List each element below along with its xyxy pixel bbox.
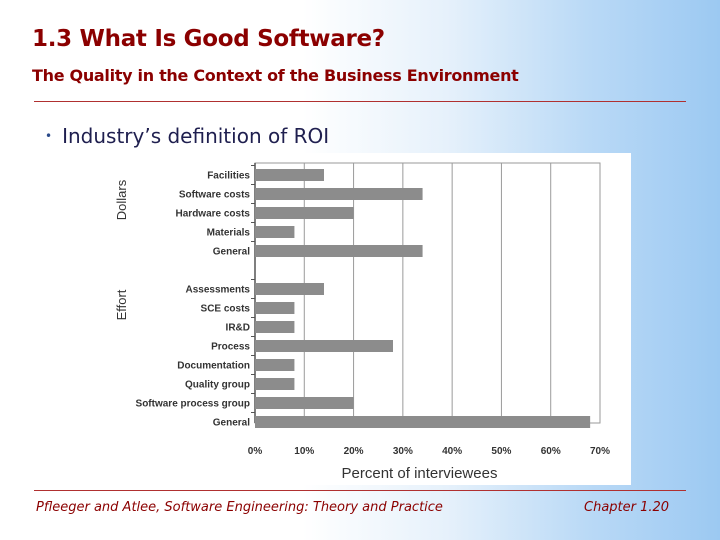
- footer-citation: Pfleeger and Atlee, Software Engineering…: [36, 500, 443, 515]
- roi-chart: 0% 10% 20% 30% 40% 50% 60% 70% Percent of interv…: [90, 153, 631, 485]
- bar: [255, 188, 423, 200]
- bar: [255, 169, 324, 181]
- bullet-item: • Industry’s definition of ROI: [45, 124, 329, 148]
- category-label: Documentation: [177, 361, 250, 372]
- group-label-dollars: Dollars: [114, 179, 129, 220]
- x-axis-label: Percent of interviewees: [342, 465, 498, 482]
- bar: [255, 397, 354, 409]
- bar: [255, 207, 354, 219]
- bar: [255, 359, 295, 371]
- x-tick-label: 10%: [294, 446, 314, 457]
- category-label: Process: [211, 342, 250, 353]
- category-label: General: [213, 247, 250, 258]
- slide-title: 1.3 What Is Good Software?: [32, 26, 385, 52]
- x-tick-label: 40%: [442, 446, 462, 457]
- category-label: IR&D: [226, 323, 250, 334]
- group-label-effort: Effort: [114, 289, 129, 320]
- category-label: Software costs: [179, 190, 251, 201]
- title-divider: [34, 101, 686, 102]
- category-label: Software process group: [136, 399, 250, 410]
- bullet-text: Industry’s definition of ROI: [62, 124, 330, 148]
- category-label: Materials: [207, 228, 251, 239]
- bar: [255, 283, 324, 295]
- bar: [255, 340, 393, 352]
- roi-bar-chart: 0% 10% 20% 30% 40% 50% 60% 70% Percent of interv…: [114, 162, 610, 482]
- bar: [255, 321, 295, 333]
- bar: [255, 416, 591, 428]
- x-tick-label: 20%: [344, 446, 364, 457]
- category-label: Quality group: [185, 380, 250, 391]
- category-label: Assessments: [186, 285, 251, 296]
- category-label: Hardware costs: [176, 209, 251, 220]
- category-label: General: [213, 418, 250, 429]
- bullet-icon: •: [45, 129, 53, 143]
- bar: [255, 245, 423, 257]
- footer-chapter: Chapter 1.20: [584, 500, 670, 515]
- x-tick-label: 30%: [393, 446, 413, 457]
- bar: [255, 226, 295, 238]
- category-label: Facilities: [207, 171, 250, 182]
- category-label: SCE costs: [201, 304, 251, 315]
- footer-divider: [34, 490, 686, 491]
- slide-subtitle: The Quality in the Context of the Busine…: [32, 66, 519, 85]
- x-tick-label: 50%: [491, 446, 511, 457]
- x-tick-label: 60%: [541, 446, 561, 457]
- x-tick-label: 0%: [248, 446, 263, 457]
- bar: [255, 378, 295, 390]
- bar: [255, 302, 295, 314]
- x-tick-label: 70%: [590, 446, 610, 457]
